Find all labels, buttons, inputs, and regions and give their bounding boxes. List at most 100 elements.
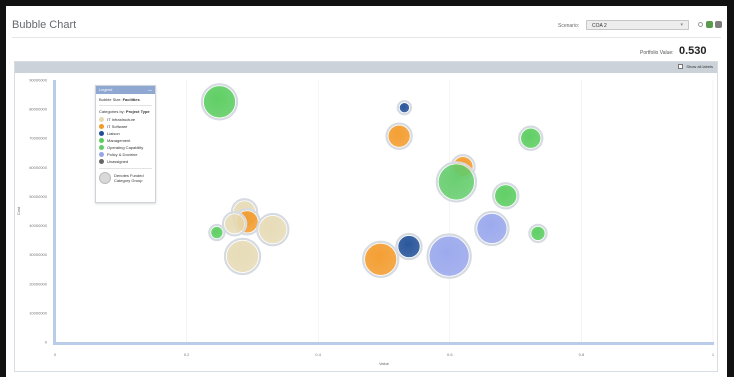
legend-item: Management [96,137,155,144]
bubble-point [520,127,542,149]
bubble-halo [396,99,413,116]
legend-item: Policy & Doctrine [96,151,155,158]
y-tick-label: 70000000 [29,136,48,141]
y-tick-label: 50000000 [29,194,48,199]
bubble-chart-panel: Bubble Chart Scenario: COA 2 ▾ Portfolio… [6,6,727,377]
legend: Legend — Bubble Size: Facilities Categor… [95,85,156,203]
bubble-point [397,235,421,258]
chart-toolbar: Show all labels [15,62,717,73]
legend-header[interactable]: Legend — [96,86,155,94]
bubble-size-prefix: Bubble Size: [99,97,122,102]
page-title: Bubble Chart [12,19,77,31]
legend-group-note: Denotes Funded Category Group [96,172,155,184]
show-all-labels-label: Show all labels [686,64,713,69]
portfolio-value: 0.530 [679,45,707,57]
bubble-point [476,213,508,244]
bubble-halo [256,212,290,247]
bubble-point [438,163,475,201]
bubble-point [210,226,224,239]
x-tick-label: 0.2 [184,352,190,357]
legend-swatch [99,138,104,143]
y-tick-label: 80000000 [29,107,48,112]
bubble-point [399,102,410,113]
print-icon[interactable] [715,21,722,28]
categories-prefix: Categories by: [99,109,125,114]
bubble-point [428,235,470,277]
y-axis [53,80,56,343]
y-tick-label: 30000000 [29,252,48,257]
bubble-halo [395,232,423,261]
legend-item: IT Infrastructure [96,116,155,123]
scenario-label: Scenario: [558,23,580,29]
collapse-icon[interactable]: — [148,87,152,92]
bubble-point [494,184,518,208]
legend-item: Liaison [96,130,155,137]
legend-item-label: Management [107,138,131,143]
show-all-labels-checkbox[interactable] [678,64,684,70]
legend-item-label: Liaison [107,131,120,136]
bubble-halo [474,210,510,247]
legend-item-label: IT Infrastructure [107,117,136,122]
legend-item-label: Operating Capability [107,145,144,150]
bubble-point [258,215,288,244]
group-note-text: Denotes Funded Category Group [114,173,144,183]
x-axis [53,342,714,345]
chart-container: Show all labels 0 0.2 0.4 0.6 0.8 1 0 10000000 2… [14,61,718,372]
categories-value: Project Type [125,109,150,114]
y-tick-label: 0 [45,340,48,345]
bubble-size-value: Facilities [122,97,140,102]
legend-item: Unassigned [96,158,155,165]
bubble-point [226,240,259,273]
y-tick-label: 10000000 [29,310,48,315]
group-bubble-icon [99,172,111,184]
y-tick-label: 40000000 [29,223,48,228]
y-axis-label: Cost [16,206,21,215]
bubble-halo [200,83,239,121]
legend-swatch [99,145,104,150]
bubble-halo [435,161,478,203]
x-tick-label: 0.4 [315,352,321,357]
bubble-point [387,124,411,148]
bubble-halo [528,223,548,244]
x-tick-label: 0 [54,352,57,357]
legend-swatch [99,131,104,136]
bubble-point [364,243,398,276]
export-icon[interactable] [706,21,713,28]
legend-item: Operating Capability [96,144,155,151]
bubble-halo [223,237,262,276]
bubble-halo [208,223,226,242]
y-tick-label: 20000000 [29,281,48,286]
legend-swatch [99,152,104,157]
bubble-halo [385,122,413,150]
header-divider [12,37,721,38]
legend-divider [99,168,152,169]
scenario-value: COA 2 [592,23,607,29]
bubble-point [224,213,245,235]
x-tick-label: 1 [712,352,715,357]
x-tick-label: 0.8 [579,352,585,357]
legend-item-label: Unassigned [107,159,129,164]
legend-divider [99,105,152,106]
bubble-halo [492,182,520,210]
legend-items: IT Infrastructure IT Software Liaison Manag… [96,116,155,165]
bubble-plot: 0 0.2 0.4 0.6 0.8 1 0 10000000 20000000 30000000 4… [16,78,715,367]
legend-swatch [99,124,104,129]
legend-categories-by: Categories by: Project Type [96,109,155,114]
bubble-halo [426,233,472,279]
bubble-halo [518,125,544,151]
bubble-point [203,85,236,119]
legend-swatch [99,159,104,164]
settings-icon[interactable] [698,22,703,27]
x-tick-label: 0.6 [447,352,453,357]
legend-bubble-size: Bubble Size: Facilities [96,97,155,102]
scenario-select[interactable]: COA 2 ▾ [586,20,689,30]
legend-title: Legend [99,87,113,92]
portfolio-value-label: Portfolio Value: [640,50,674,56]
y-tick-label: 90000000 [29,78,48,83]
bubble-halo [221,211,248,237]
y-tick-label: 60000000 [29,165,48,170]
x-axis-label: Value [379,361,390,366]
legend-item-label: Policy & Doctrine [107,152,138,157]
show-all-labels-toggle[interactable]: Show all labels [678,64,713,70]
legend-item: IT Software [96,123,155,130]
